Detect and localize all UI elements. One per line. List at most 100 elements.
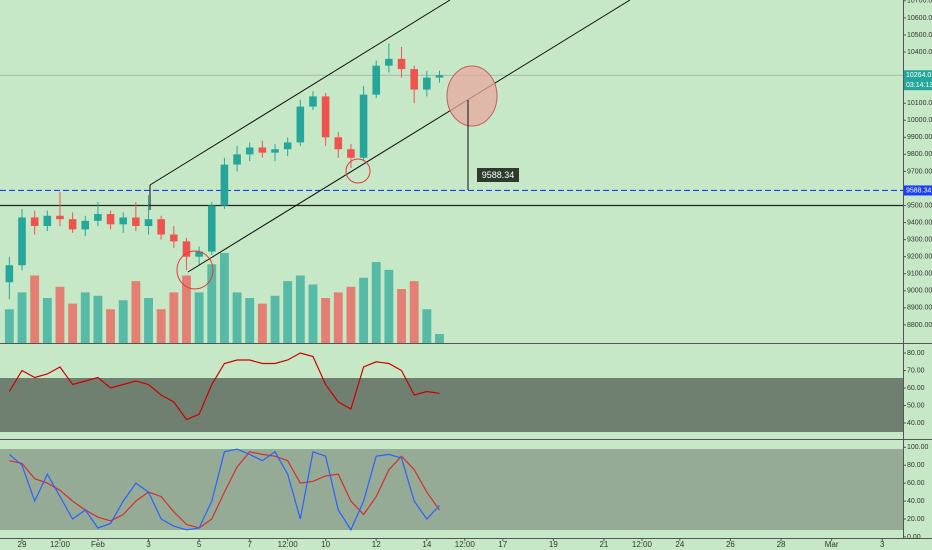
volume-bar [55,286,65,343]
volume-bar [371,262,381,343]
candle-body [94,214,102,221]
candle-body [157,219,165,235]
level-badge-label: 9588.34 [906,187,931,194]
x-tick-label: 3 [880,540,885,549]
candle-body [30,217,39,226]
candle-body [81,220,90,230]
channel-lower [187,0,631,273]
price-tick-label: 9500.00 [907,202,932,209]
rsi-line [8,352,440,421]
stoch-k-line [9,448,440,532]
price-tick-label: 8800.00 [907,322,932,329]
channel-upper [149,0,451,186]
candle-body [68,219,77,230]
rsi-tick-label: 70.00 [907,367,925,374]
x-tick-label: 26 [726,540,735,549]
x-tick-label: 5 [197,540,202,549]
price-tick-label: 9700.00 [907,168,932,175]
candle-body [271,149,279,153]
volume-bar [308,284,318,343]
annotation-label: 9588.34 [482,170,515,180]
countdown-label: 03:14:13 [906,82,932,89]
candle-body [334,137,343,150]
x-tick-label: 28 [777,540,786,549]
price-tick-label: 9400.00 [907,219,932,226]
volume-bar [422,309,432,343]
volume-bar [118,300,128,343]
candle-body [220,164,229,206]
x-tick-label: 12:00 [278,540,299,549]
volume-bar [106,309,115,343]
volume-bar [245,298,255,343]
volume-bar [80,292,90,343]
volume-bar [17,292,27,343]
stoch-tick-label: 0.00 [907,534,921,541]
candle-body [43,215,52,226]
stoch-tick-label: 100.00 [907,444,929,451]
x-tick-label: 12 [372,540,381,549]
price-tick-label: 9800.00 [907,151,932,158]
volume-bar [397,289,406,343]
x-tick-label: 19 [549,540,558,549]
candle-body [182,241,191,257]
volume-bar [182,275,191,343]
volume-bar [384,269,394,343]
x-tick-label: 14 [422,540,431,549]
volume-bar [435,334,444,343]
x-tick-label: 17 [498,540,507,549]
volume-bar [333,292,343,343]
volume-bar [270,295,280,343]
volume-bar [156,309,166,343]
x-tick-label: 7 [247,540,252,549]
stoch-tick-label: 20.00 [907,516,925,523]
x-tick-label: 29 [18,540,27,549]
price-tick-label: 9100.00 [907,271,932,278]
candle-body [132,217,140,226]
price-tick-label: 10500.00 [907,32,932,39]
x-tick-label: 12:00 [50,540,71,549]
volume-bar [346,286,356,343]
candle-body [435,75,444,78]
price-tick-label: 10600.00 [907,15,932,22]
candle-body [5,265,14,283]
candle-body [309,96,317,107]
highlight-circle [345,158,371,184]
stoch-tick-label: 40.00 [907,498,925,505]
volume-bar [219,253,229,343]
candle-body [245,147,254,155]
rsi-tick-label: 60.00 [907,385,925,392]
price-tick-label: 8900.00 [907,305,932,312]
volume-bar [131,281,141,343]
x-tick-label: Mar [825,540,839,549]
candle-body [233,154,241,165]
stoch-tick-label: 60.00 [907,480,925,487]
volume-bar [232,292,242,343]
candle-body [347,149,355,158]
highlight-circle [176,250,214,290]
volume-bar [30,275,40,343]
x-tick-label: 3 [146,540,151,549]
candle-body [321,96,330,138]
candle-body [195,251,203,257]
x-tick-label: 24 [675,540,684,549]
volume-bar [68,303,78,343]
last-price-badge [904,70,932,91]
volume-bar [295,275,305,343]
volume-bar [144,298,153,343]
rsi-tick-label: 80.00 [907,350,925,357]
price-tick-label: 10100.00 [907,100,932,107]
candle-body [359,94,368,158]
volume-bar [93,295,103,343]
candle-body [283,142,292,150]
stoch-d-line [9,451,440,529]
x-tick-label: 21 [599,540,608,549]
price-tick-label: 9900.00 [907,134,932,141]
stoch-tick-label: 80.00 [907,462,925,469]
price-tick-label: 9000.00 [907,288,932,295]
x-tick-label: 10 [321,540,330,549]
volume-bar [169,292,179,343]
stoch-band [0,449,903,530]
candle-body [385,58,393,66]
candle-body [18,217,26,266]
